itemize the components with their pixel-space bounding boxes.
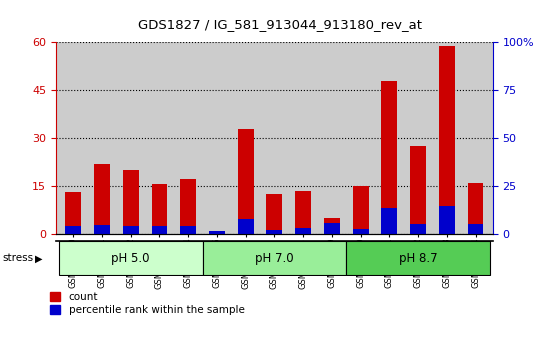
Bar: [267, 194, 282, 234]
Legend: count, percentile rank within the sample: count, percentile rank within the sample: [50, 292, 245, 315]
Bar: [381, 81, 397, 234]
Bar: [180, 179, 196, 234]
Bar: [66, 226, 81, 234]
Bar: [295, 228, 311, 234]
Bar: [209, 232, 225, 234]
FancyBboxPatch shape: [203, 241, 346, 275]
Bar: [238, 219, 254, 234]
Bar: [353, 229, 368, 234]
Text: pH 8.7: pH 8.7: [399, 252, 437, 265]
Bar: [439, 206, 455, 234]
Bar: [324, 218, 340, 234]
Text: pH 7.0: pH 7.0: [255, 252, 293, 265]
Bar: [94, 225, 110, 234]
Text: pH 5.0: pH 5.0: [111, 252, 150, 265]
Bar: [468, 224, 483, 234]
Bar: [410, 224, 426, 234]
Text: stress: stress: [3, 253, 34, 263]
Bar: [152, 184, 167, 234]
Bar: [123, 170, 139, 234]
Bar: [324, 223, 340, 234]
Bar: [410, 146, 426, 234]
Bar: [238, 129, 254, 234]
Bar: [180, 226, 196, 234]
Bar: [468, 183, 483, 234]
Bar: [123, 226, 139, 234]
Bar: [295, 190, 311, 234]
Bar: [381, 208, 397, 234]
FancyBboxPatch shape: [346, 241, 490, 275]
Text: ▶: ▶: [35, 253, 42, 263]
Bar: [94, 164, 110, 234]
Bar: [353, 186, 368, 234]
Bar: [209, 231, 225, 234]
Bar: [439, 46, 455, 234]
Bar: [267, 230, 282, 234]
FancyBboxPatch shape: [59, 241, 203, 275]
Bar: [152, 226, 167, 234]
Text: GDS1827 / IG_581_913044_913180_rev_at: GDS1827 / IG_581_913044_913180_rev_at: [138, 18, 422, 31]
Bar: [66, 192, 81, 234]
